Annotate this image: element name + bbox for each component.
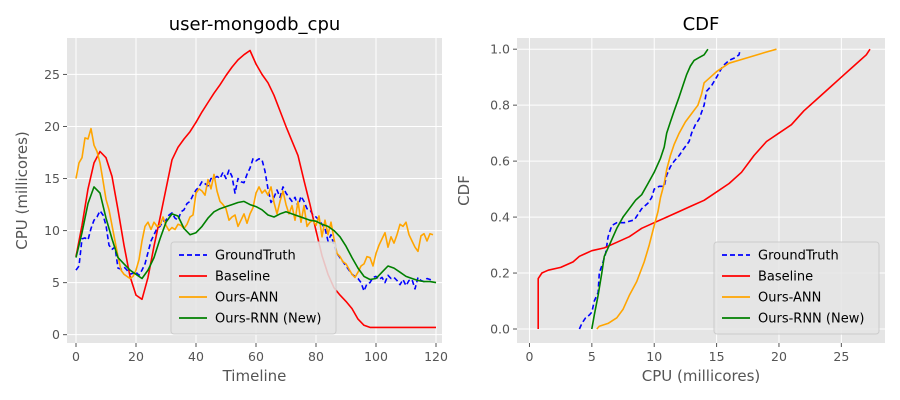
- y-axis-label-right: CDF: [455, 175, 473, 206]
- legend-left: GroundTruth Baseline Ours-ANN Ours-RNN (New…: [170, 241, 337, 335]
- y-tick-label-right: 0.0: [490, 322, 510, 337]
- legend-label-ours-ann-right: Ours-ANN: [758, 291, 821, 306]
- legend-box-right: [713, 241, 880, 335]
- grid-left: [67, 38, 442, 343]
- y-tick-label-right: 0.8: [490, 98, 510, 113]
- legend-label-ours-ann-left: Ours-ANN: [215, 291, 278, 306]
- x-tick-label-left: 120: [424, 349, 448, 364]
- y-axis-label-left: CPU (millicores): [13, 131, 31, 250]
- y-tick-label-left: 10: [44, 223, 60, 238]
- panel-cdf: 0 5 10 15 20 25 0.0 0.2 0.4 0.6 0.8 1.0 CDF CPU (mi…: [455, 14, 885, 385]
- legend-label-ours-rnn-new-right: Ours-RNN (New): [758, 312, 864, 327]
- x-tick-label-right: 25: [833, 349, 849, 364]
- x-tick-label-left: 100: [364, 349, 388, 364]
- x-tick-label-right: 5: [588, 349, 596, 364]
- series-line-baseline-left: [75, 49, 436, 329]
- ticks-left: 0 20 40 60 80 100 120 0 5 10 15 20 25: [44, 67, 448, 364]
- x-axis-label-left: Timeline: [222, 367, 287, 385]
- legend-label-groundtruth-right: GroundTruth: [758, 249, 839, 264]
- series-line-groundtruth-right: [578, 49, 742, 330]
- x-tick-label-left: 40: [188, 349, 204, 364]
- y-tick-label-right: 1.0: [490, 42, 510, 57]
- y-tick-label-right: 0.2: [490, 266, 510, 281]
- legend-label-baseline-right: Baseline: [758, 270, 813, 285]
- x-tick-label-right: 10: [646, 349, 662, 364]
- y-tick-label-right: 0.6: [490, 154, 510, 169]
- x-tick-label-right: 15: [709, 349, 725, 364]
- y-tick-label-left: 25: [44, 67, 60, 82]
- x-tick-label-left: 60: [248, 349, 264, 364]
- x-tick-label-right: 20: [771, 349, 787, 364]
- chart-title-left: user-mongodb_cpu: [169, 14, 341, 35]
- series-line-ours-ann-left: [75, 127, 434, 280]
- legend-label-ours-rnn-new-left: Ours-RNN (New): [215, 312, 321, 327]
- series-line-ours-ann-right: [596, 48, 777, 330]
- grid-right: [517, 38, 885, 343]
- y-tick-label-left: 5: [52, 275, 60, 290]
- x-tick-label-right: 0: [525, 349, 533, 364]
- y-tick-label-left: 20: [44, 119, 60, 134]
- x-tick-label-left: 0: [72, 349, 80, 364]
- series-line-ours-rnn-new-left: [75, 186, 437, 284]
- ticks-right: 0 5 10 15 20 25 0.0 0.2 0.4 0.6 0.8 1.0: [490, 42, 849, 364]
- panel-cpu-timeline: 0 20 40 60 80 100 120 0 5 10 15 20 25 user-mongodb_c…: [13, 14, 448, 385]
- legend-right: GroundTruth Baseline Ours-ANN Ours-RNN (New…: [713, 241, 880, 335]
- series-right: [537, 48, 871, 330]
- series-left: [75, 49, 437, 329]
- x-axis-label-right: CPU (millicores): [642, 367, 761, 385]
- x-tick-label-left: 20: [128, 349, 144, 364]
- y-tick-label-left: 0: [52, 327, 60, 342]
- y-tick-label-left: 15: [44, 171, 60, 186]
- y-tick-label-right: 0.4: [490, 210, 510, 225]
- series-line-ours-rnn-new-right: [591, 48, 709, 330]
- legend-label-baseline-left: Baseline: [215, 270, 270, 285]
- legend-box-left: [170, 241, 337, 335]
- chart-title-right: CDF: [683, 14, 720, 35]
- legend-label-groundtruth-left: GroundTruth: [215, 249, 296, 264]
- x-tick-label-left: 80: [308, 349, 324, 364]
- series-line-baseline-right: [537, 48, 871, 329]
